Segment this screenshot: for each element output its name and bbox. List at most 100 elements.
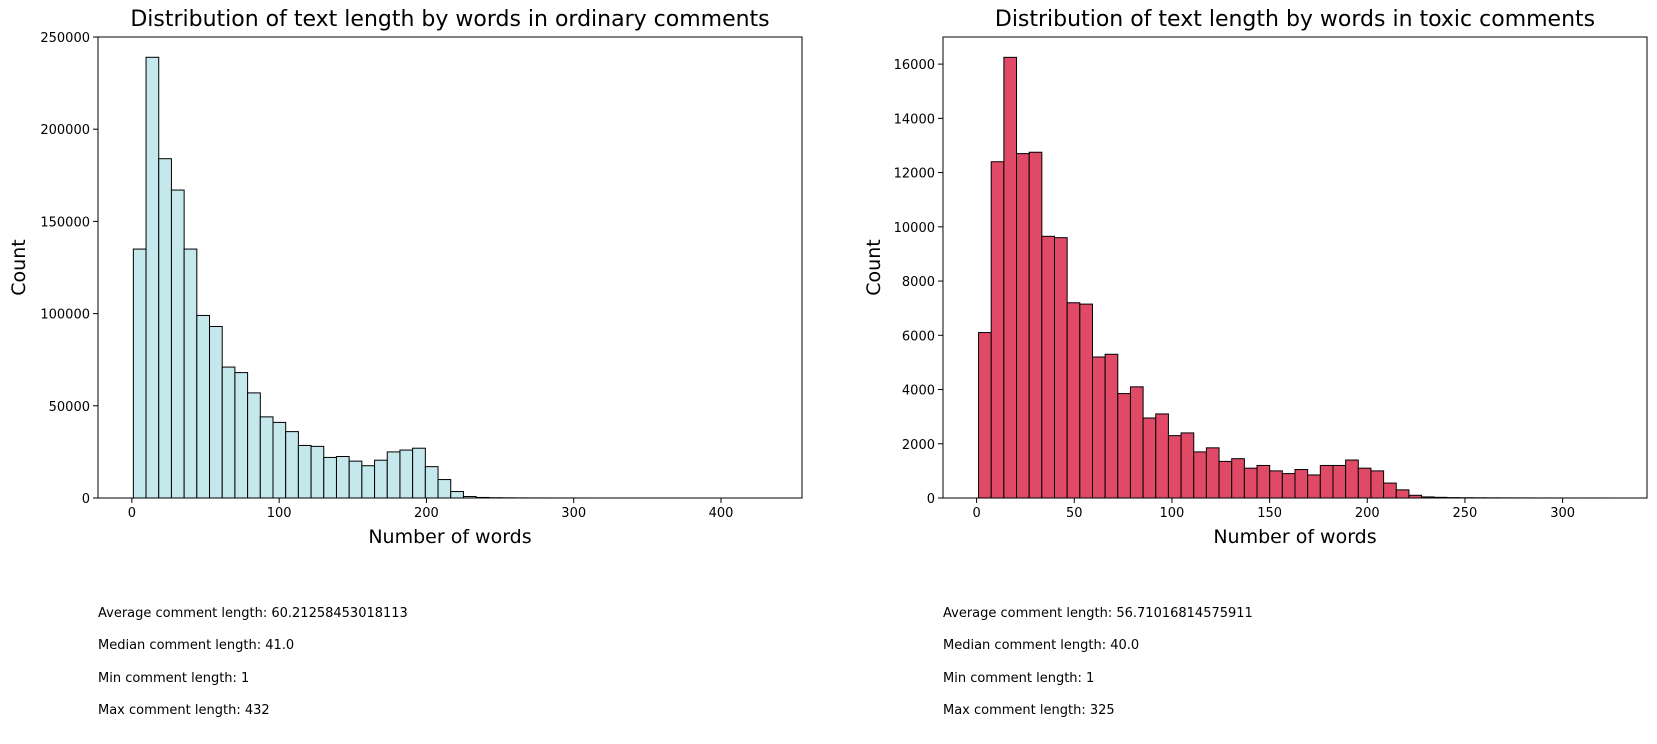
x-tick-label: 150 (1257, 506, 1282, 521)
y-tick-label: 200000 (40, 123, 90, 138)
y-tick-label: 12000 (894, 167, 935, 182)
y-tick-label: 0 (82, 492, 90, 507)
y-tick-label: 16000 (894, 58, 935, 73)
histogram-bar (1142, 417, 1157, 499)
histogram-bar (1218, 460, 1233, 499)
histogram-bar (1307, 474, 1321, 499)
y-axis-label: Count (863, 239, 885, 295)
histogram-bar (412, 447, 426, 499)
x-tick-label: 0 (128, 506, 136, 521)
histogram-bar (145, 56, 160, 499)
histogram-bar (323, 456, 337, 499)
histogram-bar (1028, 151, 1043, 499)
x-tick-label: 250 (1453, 506, 1478, 521)
stat-average: Average comment length: 56.7101681457591… (943, 606, 1253, 621)
chart-title: Distribution of text length by words in … (130, 7, 769, 32)
histogram-bar (1269, 470, 1283, 499)
x-tick-label: 50 (1066, 506, 1083, 521)
histogram-bar (990, 161, 1005, 499)
stat-median: Median comment length: 40.0 (943, 638, 1140, 653)
y-tick-label: 4000 (902, 384, 935, 399)
stat-max: Max comment length: 432 (98, 703, 270, 718)
y-tick-label: 10000 (894, 221, 935, 236)
histogram-bar (424, 466, 439, 499)
histogram-bar (1370, 470, 1385, 499)
stat-max: Max comment length: 325 (943, 703, 1115, 718)
histogram-bar (1155, 413, 1169, 499)
histogram-bar (386, 451, 401, 499)
plot-frame (97, 36, 803, 499)
stat-median: Median comment length: 41.0 (98, 638, 295, 653)
y-tick-label: 150000 (40, 215, 90, 230)
stat-min: Min comment length: 1 (98, 671, 250, 686)
y-axis-label: Count (8, 239, 30, 295)
y-tick-label: 8000 (902, 275, 935, 290)
histogram-bar (297, 444, 312, 499)
plot-frame (942, 36, 1648, 499)
x-tick-label: 300 (561, 506, 586, 521)
histogram-bar (132, 248, 147, 499)
y-tick-label: 100000 (40, 308, 90, 323)
x-tick-label: 0 (972, 506, 980, 521)
histogram-bar (1104, 353, 1119, 499)
histogram-bar (1053, 237, 1068, 499)
histogram-bar (361, 465, 376, 499)
histogram-bar (170, 189, 185, 499)
x-tick-label: 100 (267, 506, 292, 521)
histogram-bar (1091, 356, 1106, 499)
histogram-bar (1357, 467, 1372, 499)
histogram-bar (310, 445, 325, 499)
histogram-bar (196, 314, 211, 499)
histogram-bar (399, 449, 414, 499)
histogram-bar (158, 158, 172, 499)
y-tick-label: 0 (927, 492, 935, 507)
y-tick-label: 250000 (40, 31, 90, 46)
histogram-bar (348, 460, 363, 499)
histogram-bar (1243, 467, 1258, 499)
histogram-bar (335, 456, 350, 499)
histogram-bar (437, 479, 452, 499)
x-tick-label: 200 (414, 506, 439, 521)
histogram-bar (1003, 56, 1018, 499)
histogram-bar (978, 332, 992, 499)
histogram-bar (374, 459, 388, 499)
histogram-bar (1180, 432, 1195, 499)
histogram-bar (1129, 386, 1144, 499)
histogram-bar (1319, 464, 1334, 499)
histogram-bar (450, 491, 464, 499)
histogram-bar (247, 392, 261, 499)
y-tick-label: 6000 (902, 329, 935, 344)
histogram-bar (1256, 464, 1271, 499)
histogram-bar (1231, 458, 1245, 499)
histogram-bar (234, 372, 249, 499)
histogram-bar (1117, 393, 1131, 499)
histogram-bar (1016, 153, 1030, 499)
y-tick-label: 50000 (49, 400, 90, 415)
histogram-bar (1332, 464, 1347, 499)
y-tick-label: 2000 (902, 438, 935, 453)
histogram-bar (1041, 235, 1055, 499)
histogram-bar (183, 248, 198, 499)
histogram-bar (285, 431, 299, 499)
y-tick-label: 14000 (894, 112, 935, 127)
chart-ordinary: 0 100 200 300 400 0 50000 100000 150000 200000 250… (8, 7, 803, 548)
histogram-bar (1167, 435, 1182, 499)
histogram-bar (1383, 482, 1397, 499)
histogram-bar (1395, 489, 1410, 499)
histogram-bar (1079, 303, 1093, 499)
histogram-bar (1205, 447, 1220, 499)
stat-average: Average comment length: 60.2125845301811… (98, 606, 408, 621)
x-tick-label: 300 (1550, 506, 1575, 521)
stat-min: Min comment length: 1 (943, 671, 1095, 686)
histogram-bar (209, 326, 223, 499)
x-tick-label: 100 (1160, 506, 1185, 521)
histogram-bar (1193, 451, 1207, 499)
x-axis-label: Number of words (368, 526, 531, 548)
histogram-bar (259, 416, 274, 499)
x-axis-label: Number of words (1213, 526, 1376, 548)
histogram-bar (272, 421, 287, 499)
histogram-bar (1066, 302, 1081, 499)
histogram-bar (221, 366, 236, 499)
histogram-bar (1281, 473, 1296, 499)
